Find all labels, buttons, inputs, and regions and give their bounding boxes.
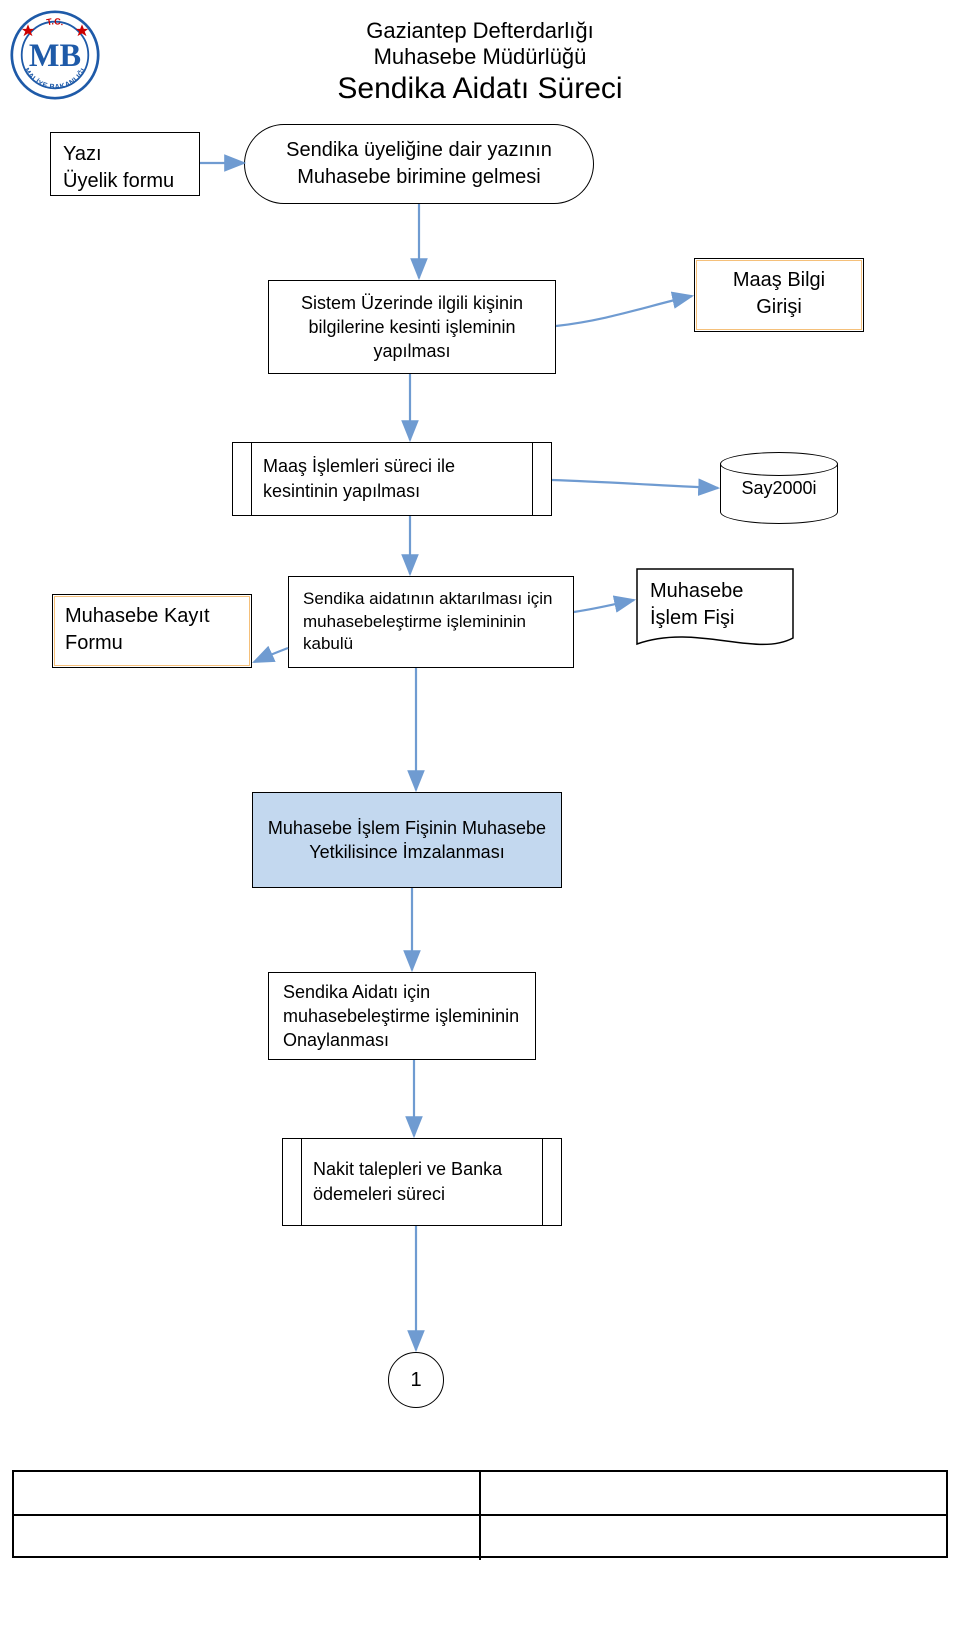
start-terminator: Sendika üyeliğine dair yazının Muhasebe … [244, 124, 594, 204]
process-title: Sendika Aidatı Süreci [0, 72, 960, 106]
database-say2000i: Say2000i [720, 452, 838, 524]
step-kesinti-islemi-text: Sistem Üzerinde ilgili kişinin bilgileri… [301, 291, 523, 364]
flowchart-canvas: T.C. MB MALİYE BAKANLIĞI Gaziantep Defte… [0, 0, 960, 1648]
note-input-docs: Yazı Üyelik formu [50, 132, 200, 196]
title-block: Gaziantep Defterdarlığı Muhasebe Müdürlü… [0, 18, 960, 106]
connector-1-label: 1 [410, 1369, 421, 1392]
step-muh-kabul-text: Sendika aidatının aktarılması için muhas… [303, 588, 552, 657]
table-cell [481, 1516, 946, 1560]
note-input-docs-text: Yazı Üyelik formu [63, 143, 174, 192]
step-onaylanmasi: Sendika Aidatı için muhasebeleştirme işl… [268, 972, 536, 1060]
table-row [14, 1516, 946, 1560]
step-nakit-talepleri: Nakit talepleri ve Banka ödemeleri sürec… [282, 1138, 562, 1226]
step-imzalanmasi: Muhasebe İşlem Fişinin Muhasebe Yetkilis… [252, 792, 562, 888]
org-line2: Muhasebe Müdürlüğü [0, 44, 960, 70]
step-imzalanmasi-text: Muhasebe İşlem Fişinin Muhasebe Yetkilis… [268, 816, 546, 865]
step-muh-kabul: Sendika aidatının aktarılması için muhas… [288, 576, 574, 668]
start-terminator-text: Sendika üyeliğine dair yazının Muhasebe … [286, 137, 552, 191]
note-maas-bilgi: Maaş Bilgi Girişi [694, 258, 864, 332]
connector-1: 1 [388, 1352, 444, 1408]
step-kesinti-islemi: Sistem Üzerinde ilgili kişinin bilgileri… [268, 280, 556, 374]
doc-muh-islem-fisi: Muhasebe İşlem Fişi [636, 568, 794, 654]
database-label: Say2000i [741, 478, 816, 499]
note-maas-bilgi-text: Maaş Bilgi Girişi [707, 267, 851, 321]
table-cell [481, 1472, 946, 1514]
doc-muh-islem-fisi-text: Muhasebe İşlem Fişi [636, 568, 794, 642]
table-row [14, 1472, 946, 1516]
note-muh-kayit-formu: Muhasebe Kayıt Formu [52, 594, 252, 668]
step-nakit-talepleri-text: Nakit talepleri ve Banka ödemeleri sürec… [313, 1157, 502, 1207]
step-maas-islemleri: Maaş İşlemleri süreci ile kesintinin yap… [232, 442, 552, 516]
step-maas-islemleri-text: Maaş İşlemleri süreci ile kesintinin yap… [263, 454, 455, 504]
org-line1: Gaziantep Defterdarlığı [0, 18, 960, 44]
table-cell [14, 1472, 481, 1514]
note-muh-kayit-formu-text: Muhasebe Kayıt Formu [65, 605, 210, 654]
step-onaylanmasi-text: Sendika Aidatı için muhasebeleştirme işl… [283, 980, 519, 1053]
table-cell [14, 1516, 481, 1560]
bottom-table [12, 1470, 948, 1558]
